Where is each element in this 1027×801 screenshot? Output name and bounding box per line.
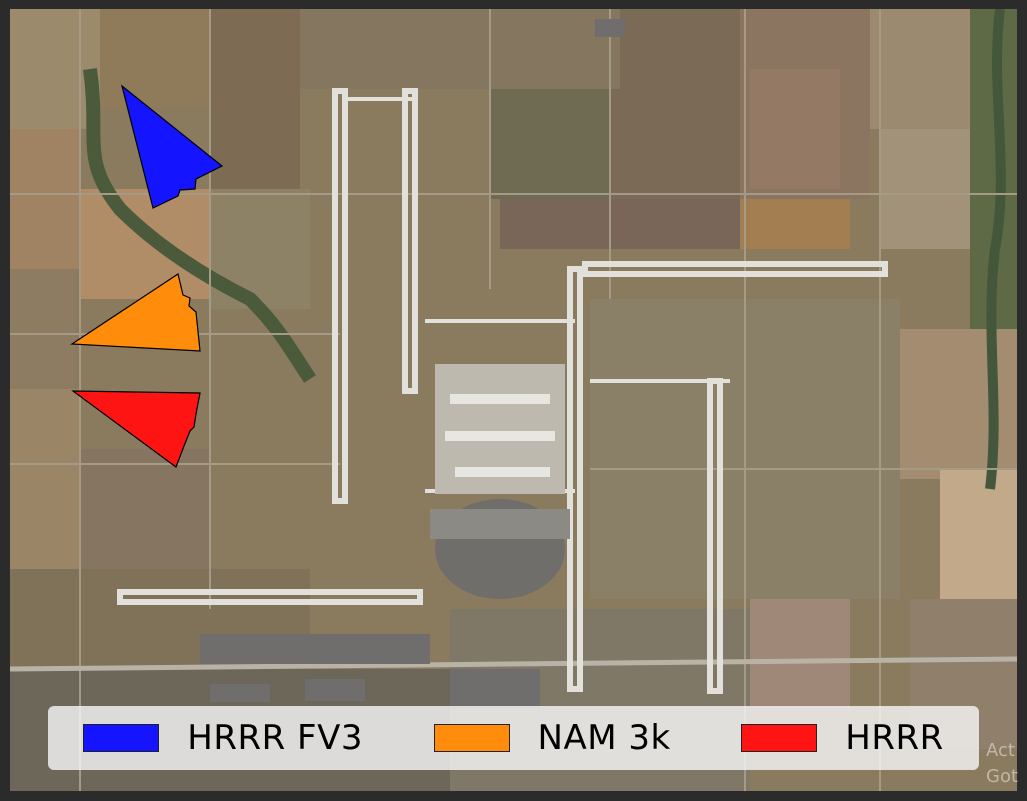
map-canvas <box>10 9 1017 791</box>
legend-item-nam-3k: NAM 3k <box>433 718 671 758</box>
nam-3k-footprint <box>70 273 201 352</box>
satellite-map <box>10 9 1017 791</box>
terminal-complex <box>430 364 570 599</box>
creek <box>985 9 1006 490</box>
runways <box>117 88 888 694</box>
activation-watermark: Act Got <box>986 738 1018 790</box>
legend-item-hrrr: HRRR <box>741 718 943 758</box>
legend-swatch-nam-3k <box>433 724 510 752</box>
legend-swatch-hrrr-fv3 <box>83 724 160 752</box>
legend-label-hrrr: HRRR <box>845 718 944 758</box>
watermark-line-1: Act <box>986 740 1015 761</box>
legend-item-hrrr-fv3: HRRR FV3 <box>83 718 363 758</box>
legend: HRRR FV3 NAM 3k HRRR <box>48 706 979 770</box>
hrrr-fv3-footprint <box>120 84 224 209</box>
legend-label-hrrr-fv3: HRRR FV3 <box>187 718 363 758</box>
highway <box>10 656 1017 672</box>
hrrr-footprint <box>71 390 201 468</box>
parking-lots <box>200 19 625 709</box>
legend-swatch-hrrr <box>741 724 818 752</box>
watermark-line-2: Got <box>986 766 1019 787</box>
legend-label-nam-3k: NAM 3k <box>537 718 671 758</box>
